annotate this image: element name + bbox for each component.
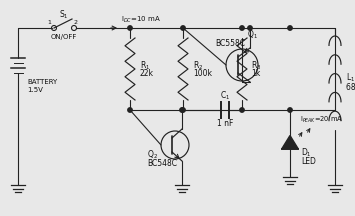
Circle shape [248,26,252,30]
Text: Q$_1$: Q$_1$ [247,29,258,41]
Text: BC548C: BC548C [147,159,177,168]
Text: 1: 1 [47,19,51,24]
Text: BATTERY: BATTERY [27,79,57,85]
Text: 22k: 22k [140,70,154,78]
Text: S$_1$: S$_1$ [59,9,69,21]
Text: L$_1$: L$_1$ [346,72,355,84]
Circle shape [128,26,132,30]
Circle shape [181,26,185,30]
Circle shape [180,108,184,112]
Text: LED: LED [301,157,316,166]
Circle shape [128,108,132,112]
Text: C$_1$: C$_1$ [220,90,230,102]
Circle shape [288,108,292,112]
Text: BC558C: BC558C [215,38,245,48]
Circle shape [240,108,244,112]
Text: I$_{PEAK}$=20 mA: I$_{PEAK}$=20 mA [300,115,343,125]
Text: I$_{DC}$=10 mA: I$_{DC}$=10 mA [121,15,161,25]
Circle shape [288,26,292,30]
Text: D$_1$: D$_1$ [301,146,312,159]
Polygon shape [282,135,298,149]
Text: 680 μH: 680 μH [346,84,355,92]
Circle shape [181,108,185,112]
Text: R$_3$: R$_3$ [251,60,261,72]
Text: 100k: 100k [193,70,212,78]
Text: 1 nF: 1 nF [217,119,233,127]
Text: 1k: 1k [251,70,260,78]
Text: 1.5V: 1.5V [27,87,43,93]
Text: Q$_2$: Q$_2$ [147,149,158,161]
Text: R$_1$: R$_1$ [140,60,150,72]
Text: ON/OFF: ON/OFF [51,34,77,40]
Text: 2: 2 [73,19,77,24]
Circle shape [240,26,244,30]
Text: R$_2$: R$_2$ [193,60,203,72]
